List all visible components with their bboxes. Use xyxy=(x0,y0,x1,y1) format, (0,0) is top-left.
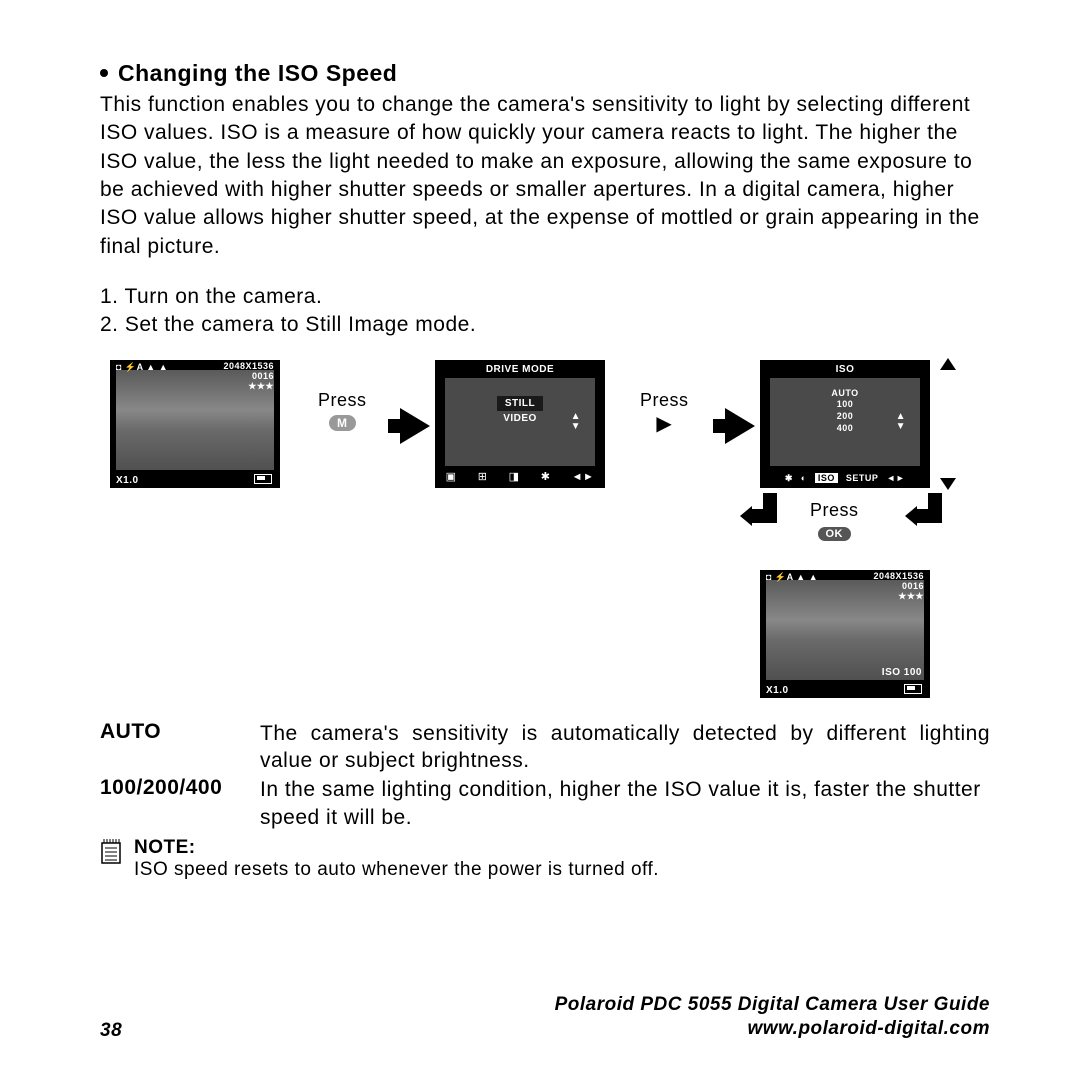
steps-list: 1. Turn on the camera. 2. Set the camera… xyxy=(100,283,990,340)
drive-mode-menu: DRIVE MODE STILL VIDEO ▲▼ ▣⊞◨✱◄► xyxy=(435,360,605,488)
step-2: 2. Set the camera to Still Image mode. xyxy=(100,311,990,339)
note-label: NOTE: xyxy=(134,837,659,859)
page-footer: 38 Polaroid PDC 5055 Digital Camera User… xyxy=(100,993,990,1042)
notepad-icon xyxy=(100,837,124,870)
heading-text: Changing the ISO Speed xyxy=(118,60,397,86)
iso-title: ISO xyxy=(760,360,930,375)
lcd2-icons: ◘ ⚡A ▲ ▲ xyxy=(766,572,818,583)
m-button-icon: M xyxy=(329,415,356,431)
def-auto-label: AUTO xyxy=(100,720,260,775)
right-arrow-icon: ▶ xyxy=(640,411,689,436)
definitions: AUTO The camera's sensitivity is automat… xyxy=(100,720,990,831)
press-ok-label: Press OK xyxy=(810,500,859,542)
battery-icon-2 xyxy=(904,684,922,694)
menu-title: DRIVE MODE xyxy=(435,360,605,375)
arrow-1-icon xyxy=(400,408,430,444)
iso-menu: ISO AUTO 100 200 400 ▲▼ ✱ ◐ ISO SETUP ◄► xyxy=(760,360,930,488)
menu-scroll-icon: ▲▼ xyxy=(571,412,581,432)
menu-tabs: ▣⊞◨✱◄► xyxy=(435,468,605,486)
def-auto-text: The camera's sensitivity is automaticall… xyxy=(260,720,990,775)
step-1: 1. Turn on the camera. xyxy=(100,283,990,311)
intro-paragraph: This function enables you to change the … xyxy=(100,91,990,261)
lcd1-zoom: X1.0 xyxy=(116,475,139,486)
iso-scroll-icon: ▲▼ xyxy=(896,412,906,432)
lcd2-top-right: 2048X1536 0016 ★★★ xyxy=(873,572,924,602)
section-heading: Changing the ISO Speed xyxy=(100,60,990,87)
bullet-icon xyxy=(100,69,108,77)
lcd2-iso-label: ISO 100 xyxy=(882,667,922,678)
lcd-screen-2: ◘ ⚡A ▲ ▲ 2048X1536 0016 ★★★ ISO 100 X1.0 xyxy=(760,570,930,698)
arrow-2-icon xyxy=(725,408,755,444)
press-m-label: Press M xyxy=(318,390,367,432)
iso-tabs: ✱ ◐ ISO SETUP ◄► xyxy=(760,473,930,484)
battery-icon xyxy=(254,474,272,484)
lcd-screen-1: ◘ ⚡A ▲ ▲ 2048X1536 0016 ★★★ X1.0 xyxy=(110,360,280,488)
page-number: 38 xyxy=(100,1020,122,1042)
lcd1-top-right: 2048X1536 0016 ★★★ xyxy=(223,362,274,392)
footer-url: www.polaroid-digital.com xyxy=(555,1017,990,1042)
press-right-label: Press ▶ xyxy=(640,390,689,436)
def-vals-text: In the same lighting condition, higher t… xyxy=(260,776,990,831)
note-text: ISO speed resets to auto whenever the po… xyxy=(134,859,659,881)
ok-button-icon: OK xyxy=(818,527,852,541)
def-vals-label: 100/200/400 xyxy=(100,776,260,831)
lcd2-zoom: X1.0 xyxy=(766,685,789,696)
up-triangle-icon xyxy=(940,358,956,370)
footer-guide: Polaroid PDC 5055 Digital Camera User Gu… xyxy=(555,993,990,1018)
lcd1-icons: ◘ ⚡A ▲ ▲ xyxy=(116,362,168,373)
note-block: NOTE: ISO speed resets to auto whenever … xyxy=(100,837,990,881)
workflow-diagram: ◘ ⚡A ▲ ▲ 2048X1536 0016 ★★★ X1.0 Press M… xyxy=(100,360,990,720)
